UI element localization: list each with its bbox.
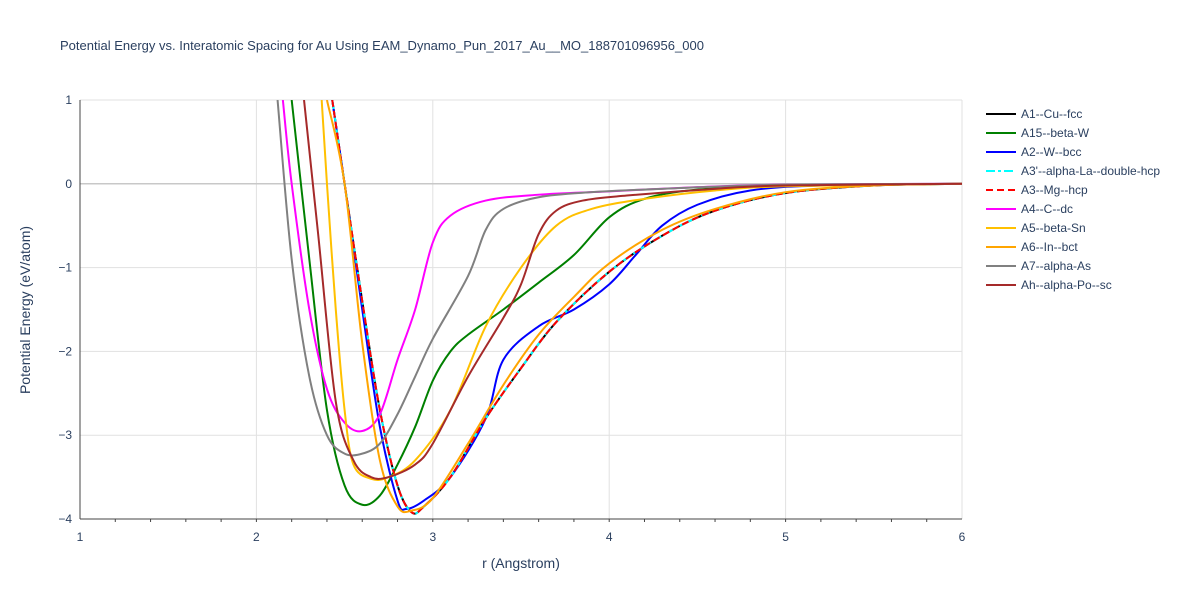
legend-label: A7--alpha-As	[1021, 259, 1091, 273]
y-tick-label: 0	[65, 177, 72, 191]
series-line-a6-in-bct	[325, 100, 962, 514]
y-tick-label: −2	[58, 344, 72, 358]
legend-item-a5-beta-sn[interactable]: A5--beta-Sn	[986, 221, 1086, 235]
legend-label: A2--W--bcc	[1021, 145, 1081, 159]
legend-label: A6--In--bct	[1021, 240, 1078, 254]
chart-title: Potential Energy vs. Interatomic Spacing…	[60, 38, 704, 53]
legend-item-a1-cu-fcc[interactable]: A1--Cu--fcc	[986, 107, 1082, 121]
legend-item-a15-beta-w[interactable]: A15--beta-W	[986, 126, 1090, 140]
grid-lines	[80, 99, 963, 519]
x-tick-label: 2	[253, 530, 260, 544]
legend-item-a4-c-dc[interactable]: A4--C--dc	[986, 202, 1073, 216]
legend-label: A5--beta-Sn	[1021, 221, 1086, 235]
legend-item-a2-w-bcc[interactable]: A2--W--bcc	[986, 145, 1081, 159]
y-tick-label: −4	[58, 512, 72, 526]
x-axis-title: r (Angstrom)	[482, 555, 560, 571]
legend-item-a3-alpha-la-double-hcp[interactable]: A3'--alpha-La--double-hcp	[986, 164, 1160, 178]
legend[interactable]: A1--Cu--fcc A15--beta-W A2--W--bcc A3'--alp…	[986, 107, 1160, 292]
x-tick-label: 4	[606, 530, 613, 544]
series-line-a2-w-bcc	[331, 100, 962, 511]
x-tick-label: 5	[782, 530, 789, 544]
legend-label: A4--C--dc	[1021, 202, 1073, 216]
series-line-a4-c-dc	[281, 100, 962, 433]
legend-label: A1--Cu--fcc	[1021, 107, 1082, 121]
legend-item-a3-mg-hcp[interactable]: A3--Mg--hcp	[986, 183, 1088, 197]
series-line-a7-alpha-as	[276, 100, 962, 457]
legend-label: A3'--alpha-La--double-hcp	[1021, 164, 1160, 178]
y-tick-label: 1	[65, 93, 72, 107]
legend-item-a6-in-bct[interactable]: A6--In--bct	[986, 240, 1078, 254]
x-tick-label: 6	[959, 530, 966, 544]
axes	[79, 100, 962, 522]
y-tick-label: −3	[58, 428, 72, 442]
x-tick-label: 3	[429, 530, 436, 544]
series-lines	[276, 100, 962, 515]
legend-label: A15--beta-W	[1021, 126, 1090, 140]
legend-label: A3--Mg--hcp	[1021, 183, 1088, 197]
legend-label: Ah--alpha-Po--sc	[1021, 278, 1112, 292]
tick-labels: 1 2 3 4 5 6 −4 −3 −2 −1 0 1	[58, 93, 965, 544]
legend-item-ah-alpha-po-sc[interactable]: Ah--alpha-Po--sc	[986, 278, 1112, 292]
y-tick-label: −1	[58, 261, 72, 275]
y-axis-title: Potential Energy (eV/atom)	[17, 226, 33, 394]
legend-item-a7-alpha-as[interactable]: A7--alpha-As	[986, 259, 1091, 273]
x-tick-label: 1	[77, 530, 84, 544]
series-line-ah-alpha-po-sc	[303, 100, 962, 480]
series-line-a15-beta-w	[290, 100, 962, 507]
